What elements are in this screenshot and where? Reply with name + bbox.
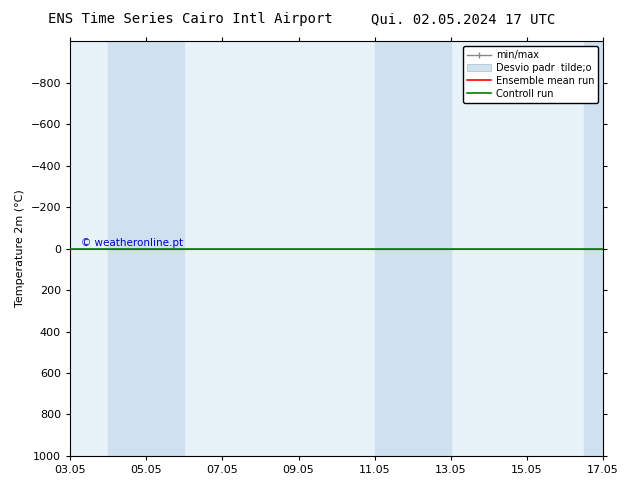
Text: ENS Time Series Cairo Intl Airport: ENS Time Series Cairo Intl Airport: [48, 12, 333, 26]
Text: Qui. 02.05.2024 17 UTC: Qui. 02.05.2024 17 UTC: [371, 12, 555, 26]
Legend: min/max, Desvio padr  tilde;o, Ensemble mean run, Controll run: min/max, Desvio padr tilde;o, Ensemble m…: [463, 46, 598, 102]
Bar: [108, 41, 184, 456]
Bar: [375, 41, 451, 456]
Bar: [584, 41, 603, 456]
Y-axis label: Temperature 2m (°C): Temperature 2m (°C): [15, 190, 25, 307]
Text: © weatheronline.pt: © weatheronline.pt: [81, 238, 183, 248]
